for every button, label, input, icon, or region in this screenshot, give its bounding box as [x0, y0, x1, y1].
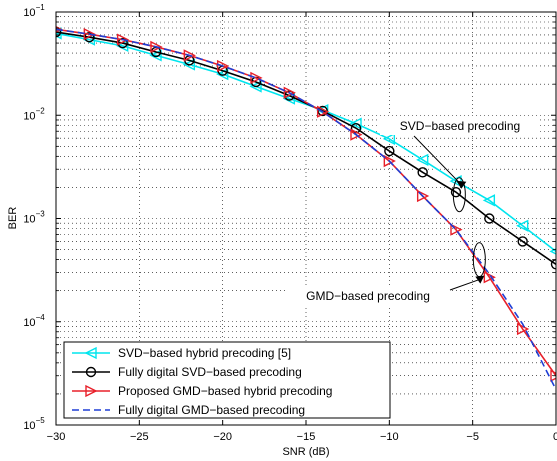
data-point: [85, 384, 98, 398]
data-point: [183, 49, 196, 62]
data-point: [249, 80, 262, 93]
data-point: [383, 154, 396, 168]
series: [56, 28, 556, 391]
annotations: SVD−based precoding GMD−based precoding: [286, 116, 540, 305]
annotation-ellipse: [452, 177, 466, 213]
y-tick-label: 10−2: [23, 106, 45, 122]
grid: [55, 11, 557, 426]
x-axis-label: SNR (dB): [282, 446, 329, 458]
data-point: [483, 271, 496, 284]
x-tick-label: −30: [47, 431, 66, 443]
data-point: [416, 153, 429, 166]
data-point: [516, 322, 530, 336]
data-point: [550, 369, 556, 382]
data-point: [384, 145, 395, 157]
data-point: [349, 117, 362, 130]
data-point: [450, 223, 463, 236]
legend-box: [63, 341, 391, 419]
annotation-gmd: GMD−based precoding: [306, 289, 430, 303]
y-tick-label: 10−5: [23, 416, 45, 432]
series-line: [56, 28, 556, 391]
data-point: [416, 189, 430, 203]
data-point: [250, 71, 263, 85]
annotation-pointer: [413, 135, 462, 186]
legend-entry: Fully digital SVD−based precoding: [72, 365, 302, 379]
axis-ticks: −30 −25 −20 −15 −10 −5 0 10−5 10−4 10−3 10−2 10−1: [23, 3, 557, 443]
series-group: [56, 26, 556, 391]
y-tick-label: 10−4: [23, 313, 45, 329]
data-point: [350, 128, 363, 141]
x-tick-label: 0: [553, 431, 557, 443]
legend-entry: SVD−based hybrid precoding [5]: [72, 346, 291, 360]
data-point: [517, 236, 528, 247]
data-point: [149, 49, 162, 62]
x-tick-label: −20: [213, 431, 232, 443]
data-point: [482, 194, 496, 207]
legend-label: Proposed GMD−based hybrid precoding: [118, 384, 332, 398]
data-point: [116, 33, 130, 46]
data-point: [450, 186, 462, 198]
data-point: [283, 86, 296, 99]
annotation-pointer: [449, 279, 480, 291]
annotation-label-bg: [286, 286, 450, 305]
data-point: [56, 26, 62, 38]
annotation-arrowhead: [475, 275, 485, 284]
data-point: [85, 366, 97, 378]
annotation-svd: SVD−based precoding: [400, 119, 520, 133]
data-point: [216, 59, 230, 73]
legend: SVD−based hybrid precoding [5] Fully digi…: [63, 341, 391, 419]
legend-label: Fully digital GMD−based precoding: [118, 403, 305, 417]
data-point: [316, 105, 330, 118]
annotation-label-bg: [380, 116, 540, 135]
data-point: [150, 40, 163, 53]
x-tick-label: −10: [380, 431, 399, 443]
data-point: [216, 68, 229, 81]
legend-label: SVD−based hybrid precoding [5]: [118, 346, 291, 360]
series: [56, 26, 556, 382]
legend-label: Fully digital SVD−based precoding: [118, 365, 302, 379]
data-point: [484, 213, 495, 224]
x-tick-label: −25: [130, 431, 149, 443]
x-tick-label: −5: [466, 431, 479, 443]
x-tick-label: −15: [297, 431, 316, 443]
series-line: [56, 31, 556, 265]
data-point: [516, 219, 529, 232]
data-point: [182, 58, 196, 71]
data-point: [417, 167, 428, 178]
y-tick-label: 10−3: [23, 210, 45, 226]
data-point: [382, 132, 396, 146]
series-line: [56, 28, 556, 377]
data-point: [550, 259, 556, 270]
annotation-arrowhead: [456, 180, 467, 189]
legend-entry: Fully digital GMD−based precoding: [72, 403, 305, 417]
data-point: [84, 346, 97, 360]
series-line: [56, 32, 556, 253]
y-axis-label: BER: [7, 207, 19, 230]
y-tick-label: 10−1: [23, 3, 45, 19]
legend-entry: Proposed GMD−based hybrid precoding: [72, 384, 332, 398]
